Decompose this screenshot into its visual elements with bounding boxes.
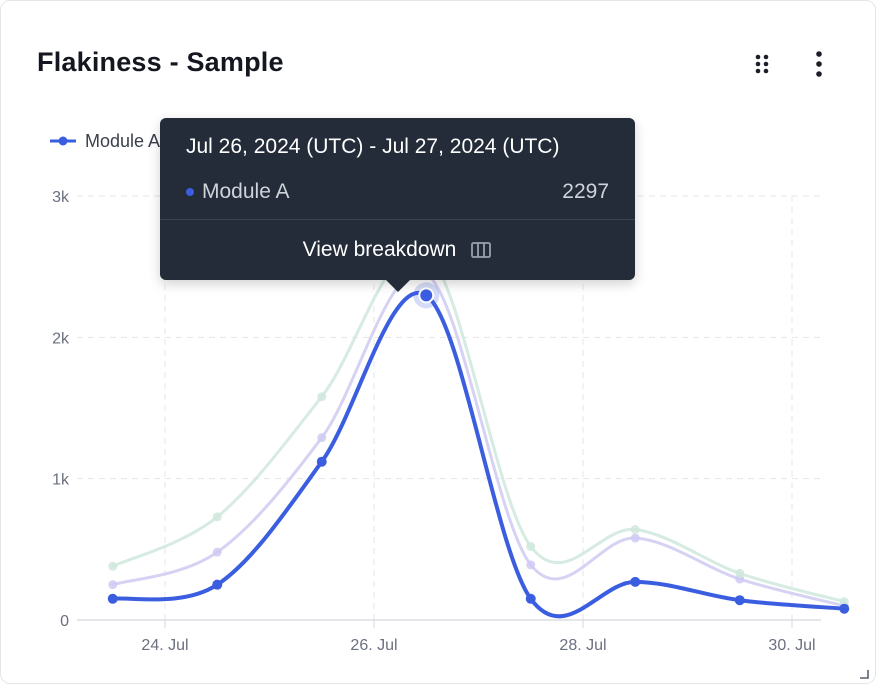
faded-data-point xyxy=(317,433,327,443)
faded-data-point xyxy=(108,580,118,590)
widget-title: Flakiness - Sample xyxy=(37,47,284,77)
drag-handle-icon[interactable] xyxy=(747,49,777,79)
data-point xyxy=(316,456,327,467)
data-point xyxy=(525,593,536,604)
legend-label: Module A xyxy=(85,130,161,151)
faded-data-point xyxy=(630,525,640,535)
series-line-module-a xyxy=(110,290,847,619)
x-tick-label: 24. Jul xyxy=(141,637,188,654)
resize-handle-icon[interactable] xyxy=(859,669,869,679)
tooltip-series-value: 2297 xyxy=(562,180,609,203)
x-tick-label: 28. Jul xyxy=(559,637,606,654)
tooltip-series-name: Module A xyxy=(202,180,290,203)
series-line-faded xyxy=(111,248,846,604)
x-tick-label: 30. Jul xyxy=(768,637,815,654)
x-tick-label: 26. Jul xyxy=(350,637,397,654)
faded-data-point xyxy=(212,512,222,522)
more-options-icon[interactable] xyxy=(804,49,834,79)
y-tick-label: 1k xyxy=(52,472,70,489)
faded-data-point xyxy=(630,533,640,543)
y-tick-label: 2k xyxy=(52,330,70,347)
y-tick-label: 0 xyxy=(60,613,69,630)
series-line-faded xyxy=(111,270,846,608)
faded-data-point xyxy=(526,560,536,570)
faded-data-point xyxy=(526,542,536,552)
data-point xyxy=(630,576,641,587)
data-point xyxy=(212,579,223,590)
data-point xyxy=(734,595,745,606)
legend-line-icon xyxy=(50,136,76,146)
view-breakdown-button[interactable]: View breakdown xyxy=(160,230,635,270)
faded-data-point xyxy=(212,547,222,557)
data-point xyxy=(839,603,850,614)
faded-data-point xyxy=(735,568,745,578)
y-tick-label: 3k xyxy=(52,189,70,206)
columns-icon xyxy=(471,242,492,258)
data-point xyxy=(107,593,118,604)
legend-item-module-a[interactable]: Module A xyxy=(49,129,160,153)
faded-data-point xyxy=(839,597,849,607)
chart-tooltip: Jul 26, 2024 (UTC) - Jul 27, 2024 (UTC) … xyxy=(160,118,635,292)
view-breakdown-label: View breakdown xyxy=(302,238,457,261)
tooltip-series-row: Module A 2297 xyxy=(186,180,609,204)
tooltip-date-range: Jul 26, 2024 (UTC) - Jul 27, 2024 (UTC) xyxy=(186,135,560,158)
tooltip-divider xyxy=(160,219,635,220)
series-color-dot xyxy=(186,188,194,196)
faded-data-point xyxy=(317,392,327,402)
faded-data-point xyxy=(108,561,118,571)
highlighted-data-point xyxy=(418,287,435,304)
